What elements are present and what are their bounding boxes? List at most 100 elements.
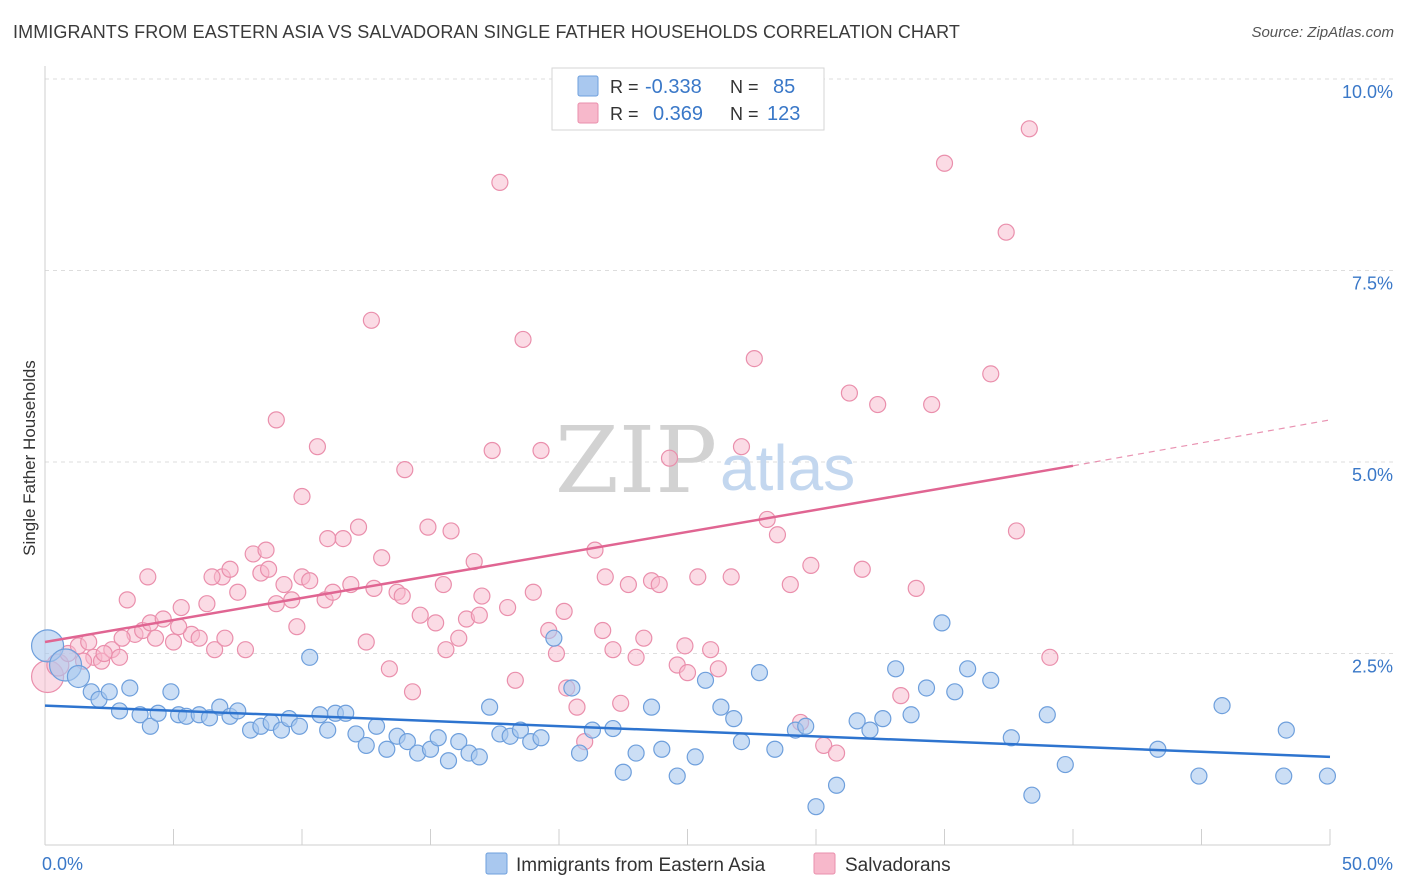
data-point (429, 729, 447, 747)
data-point (946, 683, 964, 701)
data-point (470, 606, 488, 624)
legend-n-label-1: N = (730, 77, 759, 97)
data-point (545, 629, 563, 647)
data-point (259, 560, 278, 578)
data-point (555, 602, 573, 620)
data-point (118, 591, 136, 609)
data-point (712, 698, 730, 716)
legend-r-label-1: R = (610, 77, 639, 97)
data-point (696, 671, 715, 689)
data-point (642, 698, 661, 716)
data-point (678, 664, 697, 682)
data-point (481, 698, 499, 716)
data-point (162, 683, 180, 701)
data-point (627, 648, 645, 666)
data-point (236, 641, 255, 659)
data-point (229, 702, 247, 720)
watermark: ZIP atlas (555, 407, 855, 514)
data-point (267, 411, 285, 429)
watermark-zip: ZIP (555, 407, 717, 514)
data-point (511, 721, 530, 739)
bottom-legend-label-blue: Immigrants from Eastern Asia (516, 855, 766, 876)
data-point (206, 641, 224, 659)
data-point (362, 311, 380, 329)
data-point (190, 629, 208, 647)
data-point (635, 629, 653, 647)
data-point (411, 606, 429, 624)
data-point (524, 583, 542, 601)
data-point (722, 568, 740, 586)
data-point (807, 798, 825, 816)
legend-n-value-1: 85 (773, 76, 795, 98)
data-point (499, 598, 517, 617)
data-point (709, 660, 727, 678)
data-point (768, 526, 787, 544)
data-point (357, 633, 375, 651)
y-tick-label: 2.5% (1352, 657, 1393, 677)
data-point (653, 740, 671, 758)
trend-line-salvadorans-extension (1072, 419, 1331, 467)
data-point (1023, 786, 1041, 804)
data-point (367, 717, 386, 735)
data-point (349, 518, 368, 536)
data-point (470, 748, 488, 766)
data-point (853, 560, 871, 578)
data-point (301, 572, 319, 590)
data-point (288, 618, 306, 636)
data-point (840, 384, 859, 402)
data-point (319, 529, 337, 548)
data-point (172, 598, 190, 617)
data-point (450, 629, 468, 647)
data-point (1190, 767, 1208, 785)
data-point (997, 223, 1015, 241)
data-point (547, 644, 566, 663)
data-point (514, 330, 532, 349)
source-label: Source: ZipAtlas.com (1251, 24, 1394, 41)
data-point (396, 461, 414, 479)
data-point (319, 721, 337, 739)
data-point (141, 717, 159, 735)
data-point (982, 365, 1000, 383)
data-point (121, 679, 139, 697)
data-point (154, 610, 172, 628)
data-point (745, 349, 763, 368)
data-point (604, 641, 622, 659)
data-point (689, 568, 707, 586)
data-point (861, 721, 879, 739)
data-point (334, 529, 352, 548)
tick-labels: 2.5% 5.0% 7.5% 10.0% 0.0% 50.0% (42, 82, 1393, 874)
data-point (797, 717, 815, 735)
data-point (437, 641, 455, 659)
data-point (532, 441, 550, 460)
data-point (802, 556, 820, 575)
data-point (450, 732, 468, 751)
data-point (650, 575, 668, 594)
data-point (221, 560, 239, 578)
data-point (594, 621, 612, 640)
data-point (827, 776, 846, 794)
data-point (874, 710, 892, 728)
data-point (393, 587, 411, 605)
data-point (1041, 648, 1059, 666)
series-eastern-asia (30, 614, 1337, 816)
bottom-legend-swatch-blue (485, 852, 508, 875)
legend-n-label-2: N = (730, 104, 759, 124)
data-point (164, 633, 183, 651)
data-point (290, 717, 309, 735)
data-point (378, 740, 396, 758)
data-point (902, 706, 920, 724)
grid-lines (45, 78, 1393, 654)
data-point (614, 763, 632, 781)
bottom-legend-label-pink: Salvadorans (845, 855, 951, 876)
x-tick-label: 0.0% (42, 854, 83, 874)
data-point (308, 438, 327, 456)
data-point (676, 637, 694, 655)
series-legend: Immigrants from Eastern Asia Salvadorans (485, 852, 951, 876)
data-point (1213, 696, 1231, 715)
data-point (982, 671, 1000, 689)
legend-r-value-2: 0.369 (653, 103, 703, 125)
data-point (892, 687, 910, 705)
data-point (725, 710, 743, 728)
data-point (198, 595, 216, 613)
data-point (311, 706, 329, 724)
